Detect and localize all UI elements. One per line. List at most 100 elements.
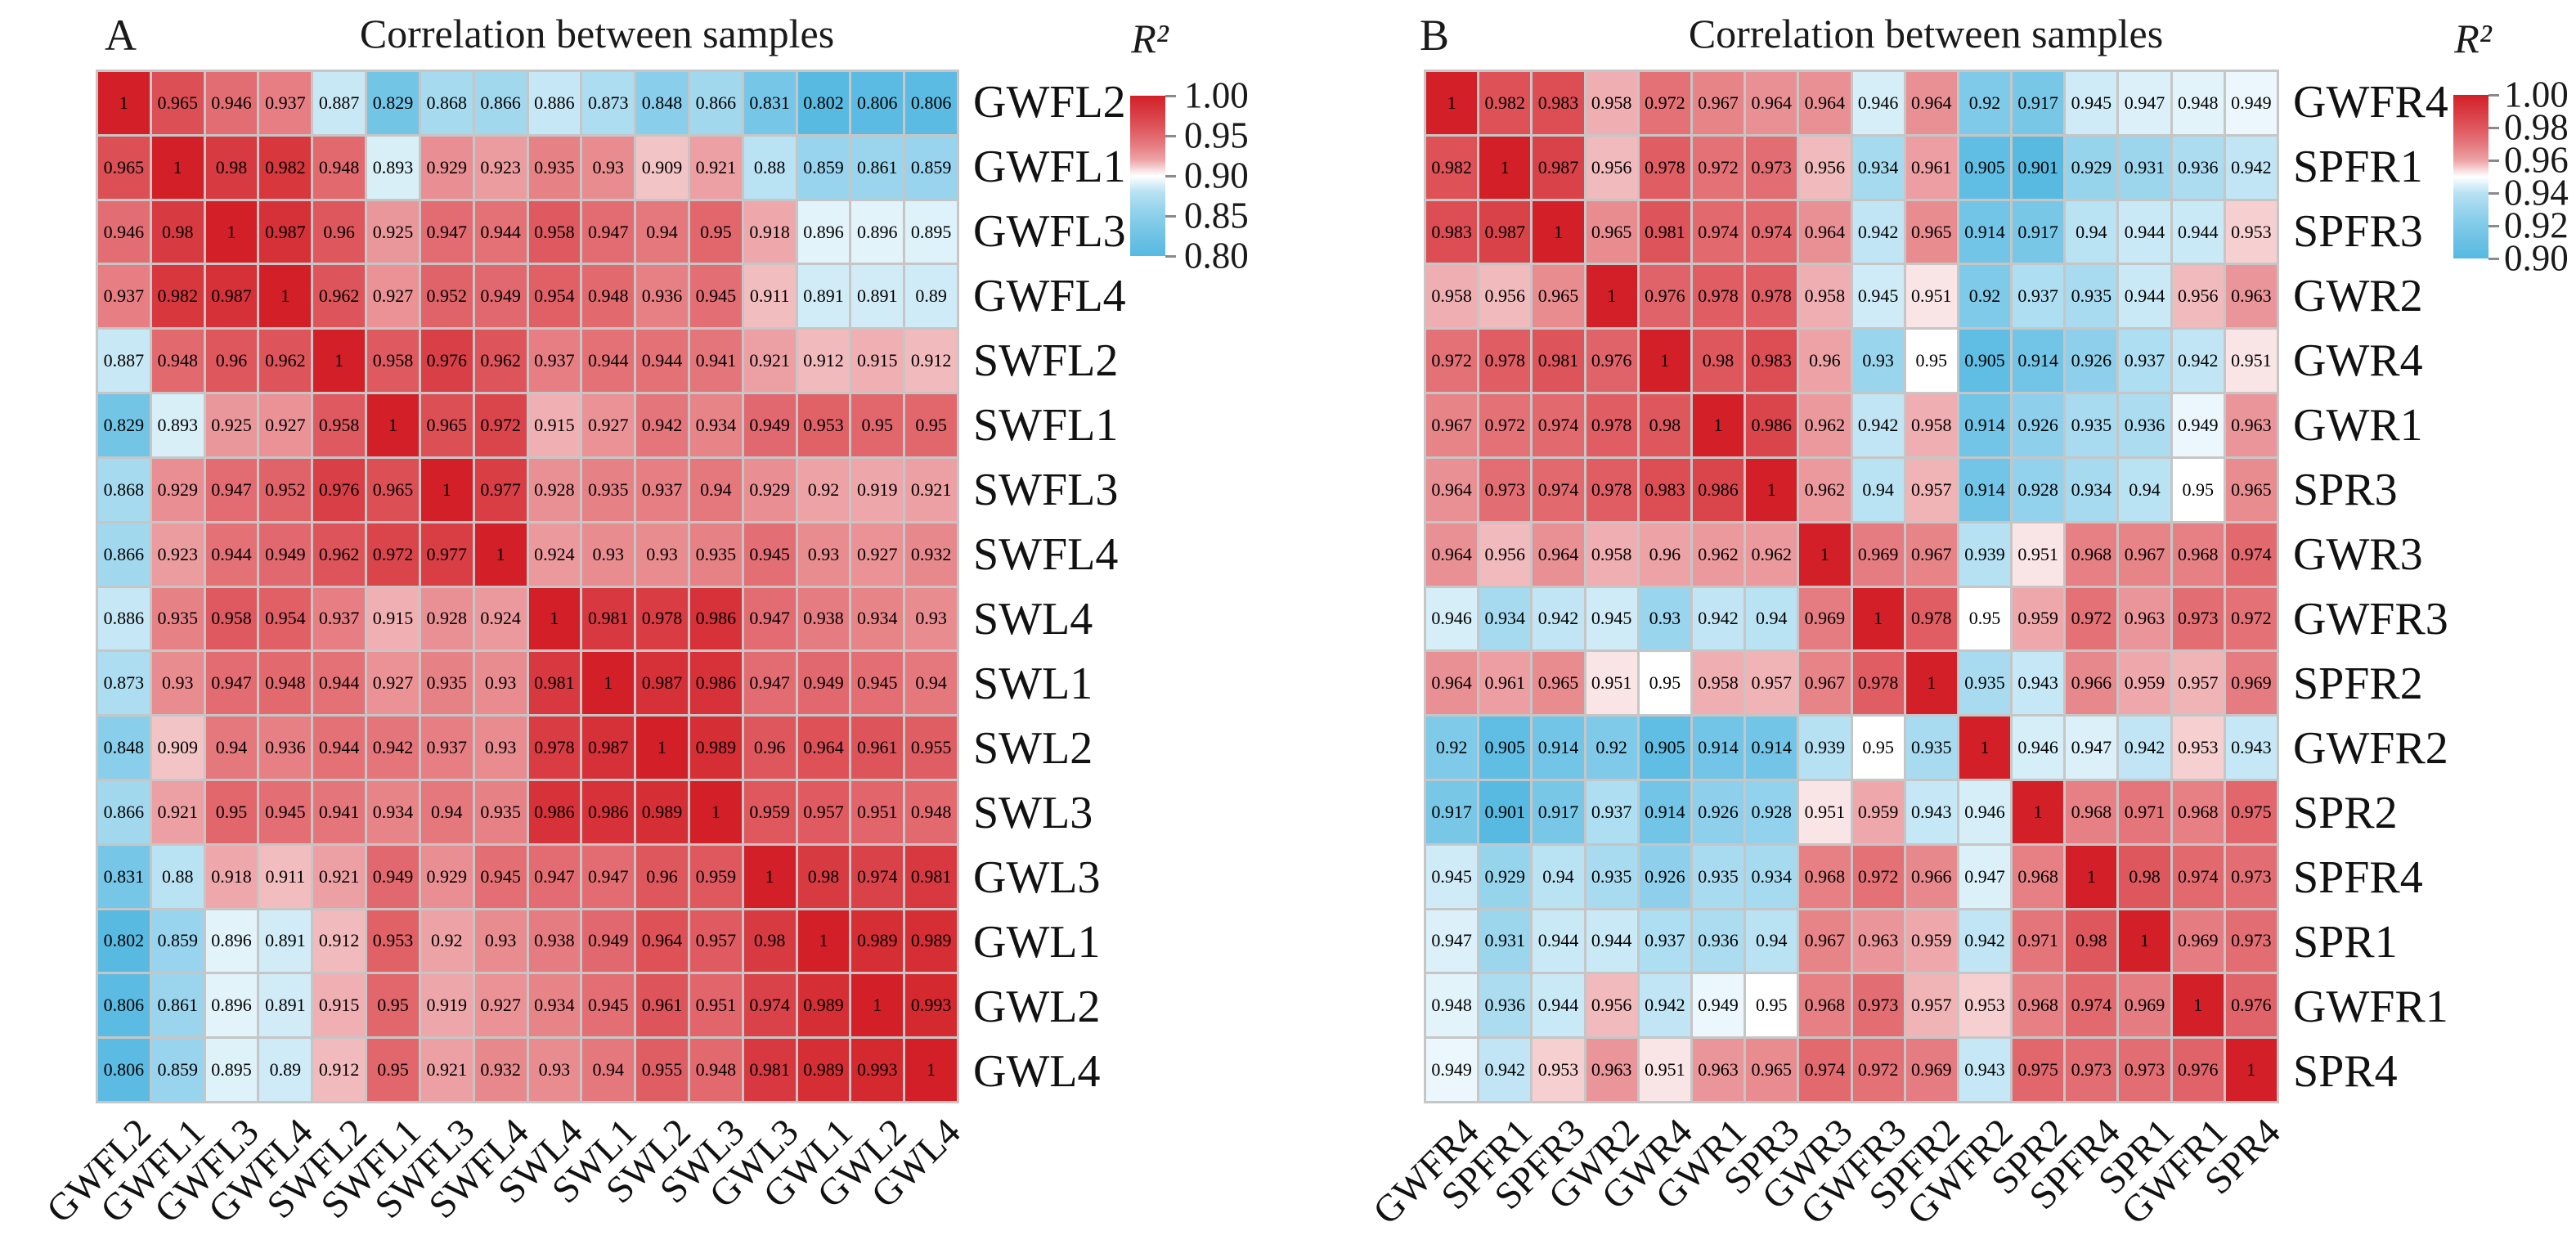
heatmap-cell: 0.93	[528, 1039, 581, 1101]
heatmap-cell: 0.936	[1479, 974, 1531, 1037]
heatmap-cell: 1	[905, 1039, 957, 1101]
heatmap-cell: 0.88	[743, 136, 796, 199]
heatmap-cell: 0.94	[2119, 458, 2170, 521]
heatmap-cell: 0.943	[2013, 652, 2064, 715]
heatmap-cell: 0.962	[1799, 458, 1851, 521]
heatmap-cell: 0.952	[420, 265, 473, 328]
heatmap-cell: 0.873	[98, 652, 150, 715]
heatmap-cell: 0.98	[797, 845, 850, 908]
heatmap-cell: 0.929	[1479, 845, 1531, 908]
heatmap-cell: 0.942	[2225, 136, 2277, 199]
heatmap-cell: 0.921	[905, 458, 957, 521]
heatmap-cell: 0.943	[1905, 780, 1957, 843]
heatmap-cell: 0.94	[1533, 845, 1584, 908]
row-label: GWFL4	[973, 270, 1126, 321]
heatmap-cell: 1	[1426, 72, 1478, 134]
heatmap-cell: 0.969	[2225, 652, 2277, 715]
heatmap-cell: 0.972	[1852, 1039, 1904, 1101]
heatmap-cell: 0.886	[528, 72, 581, 134]
heatmap-cell: 0.964	[1905, 72, 1957, 134]
heatmap-cell: 0.935	[689, 523, 742, 586]
heatmap-cell: 0.972	[474, 394, 527, 456]
heatmap-cell: 1	[2066, 845, 2117, 908]
heatmap-cell: 0.969	[1905, 1039, 1957, 1101]
heatmap-cell: 0.927	[474, 974, 527, 1037]
heatmap-cell: 0.972	[1852, 845, 1904, 908]
heatmap-cell: 1	[689, 780, 742, 843]
heatmap-cell: 0.937	[2119, 330, 2170, 393]
heatmap-cell: 0.934	[1852, 136, 1904, 199]
heatmap-cell: 0.972	[2066, 587, 2117, 650]
heatmap-cell: 0.802	[98, 910, 150, 973]
heatmap-cell: 0.873	[582, 72, 635, 134]
heatmap-cell: 0.931	[1479, 910, 1531, 973]
heatmap-cell: 0.806	[98, 974, 150, 1037]
heatmap-cell: 0.928	[528, 458, 581, 521]
heatmap-cell: 0.926	[1639, 845, 1690, 908]
heatmap-cell: 0.972	[1639, 72, 1690, 134]
heatmap-cell: 0.94	[205, 717, 258, 779]
heatmap-cell: 0.942	[1692, 587, 1744, 650]
heatmap-cell: 0.94	[420, 780, 473, 843]
heatmap-cell: 0.965	[1586, 200, 1637, 263]
heatmap-cell: 0.945	[2066, 72, 2117, 134]
heatmap-cell: 0.968	[2066, 780, 2117, 843]
heatmap-cell: 0.967	[2119, 523, 2170, 586]
heatmap-cell: 0.942	[1479, 1039, 1531, 1101]
heatmap-cell: 0.934	[689, 394, 742, 456]
heatmap-cell: 0.941	[689, 330, 742, 393]
heatmap-cell: 0.891	[259, 910, 312, 973]
heatmap-cell: 0.98	[205, 136, 258, 199]
heatmap-cell: 0.859	[905, 136, 957, 199]
heatmap-cell: 0.947	[582, 845, 635, 908]
row-label: GWL4	[973, 1045, 1101, 1097]
heatmap-cell: 0.925	[367, 200, 419, 263]
heatmap-cell: 1	[851, 974, 904, 1037]
heatmap-cell: 0.963	[2119, 587, 2170, 650]
heatmap-cell: 0.95	[1852, 717, 1904, 779]
heatmap-cell: 0.98	[2066, 910, 2117, 973]
heatmap-cell: 0.94	[636, 200, 688, 263]
heatmap-cell: 0.859	[151, 1039, 204, 1101]
heatmap-cell: 0.934	[1479, 587, 1531, 650]
heatmap-cell: 0.946	[1959, 780, 2011, 843]
heatmap-cell: 0.942	[1852, 394, 1904, 456]
heatmap-cell: 1	[367, 394, 419, 456]
heatmap-cell: 0.982	[151, 265, 204, 328]
heatmap-cell: 0.972	[2225, 587, 2277, 650]
heatmap-cell: 0.983	[1639, 458, 1690, 521]
row-label: GWFL3	[973, 205, 1126, 257]
heatmap-cell: 0.935	[474, 780, 527, 843]
heatmap-cell: 1	[420, 458, 473, 521]
heatmap-cell: 0.961	[1479, 652, 1531, 715]
heatmap-cell: 0.937	[2013, 265, 2064, 328]
row-label: SWL2	[973, 722, 1093, 774]
colorbar-tick	[2488, 159, 2499, 162]
heatmap-cell: 0.948	[582, 265, 635, 328]
heatmap-cell: 0.983	[1746, 330, 1797, 393]
heatmap-cell: 1	[2119, 910, 2170, 973]
heatmap-cell: 0.987	[259, 200, 312, 263]
heatmap-cell: 0.919	[420, 974, 473, 1037]
heatmap-cell: 0.921	[151, 780, 204, 843]
heatmap-cell: 1	[1639, 330, 1690, 393]
heatmap-cell: 0.928	[2013, 458, 2064, 521]
heatmap-cell: 0.915	[851, 330, 904, 393]
heatmap-cell: 0.93	[636, 523, 688, 586]
heatmap-cell: 0.989	[636, 780, 688, 843]
heatmap-cell: 0.95	[367, 1039, 419, 1101]
row-label: SPFR4	[2293, 851, 2423, 903]
heatmap-cell: 0.949	[797, 652, 850, 715]
heatmap-cell: 0.929	[2066, 136, 2117, 199]
heatmap-cell: 0.945	[1426, 845, 1478, 908]
heatmap-cell: 0.978	[1586, 394, 1637, 456]
heatmap-cell: 0.973	[2172, 587, 2224, 650]
heatmap-cell: 0.901	[1479, 780, 1531, 843]
heatmap-cell: 0.866	[689, 72, 742, 134]
heatmap-cell: 0.957	[1905, 974, 1957, 1037]
heatmap-cell: 0.937	[528, 330, 581, 393]
heatmap-cell: 0.935	[2066, 265, 2117, 328]
heatmap-cell: 0.969	[1852, 523, 1904, 586]
heatmap-cell: 0.964	[636, 910, 688, 973]
heatmap-cell: 0.969	[2119, 974, 2170, 1037]
